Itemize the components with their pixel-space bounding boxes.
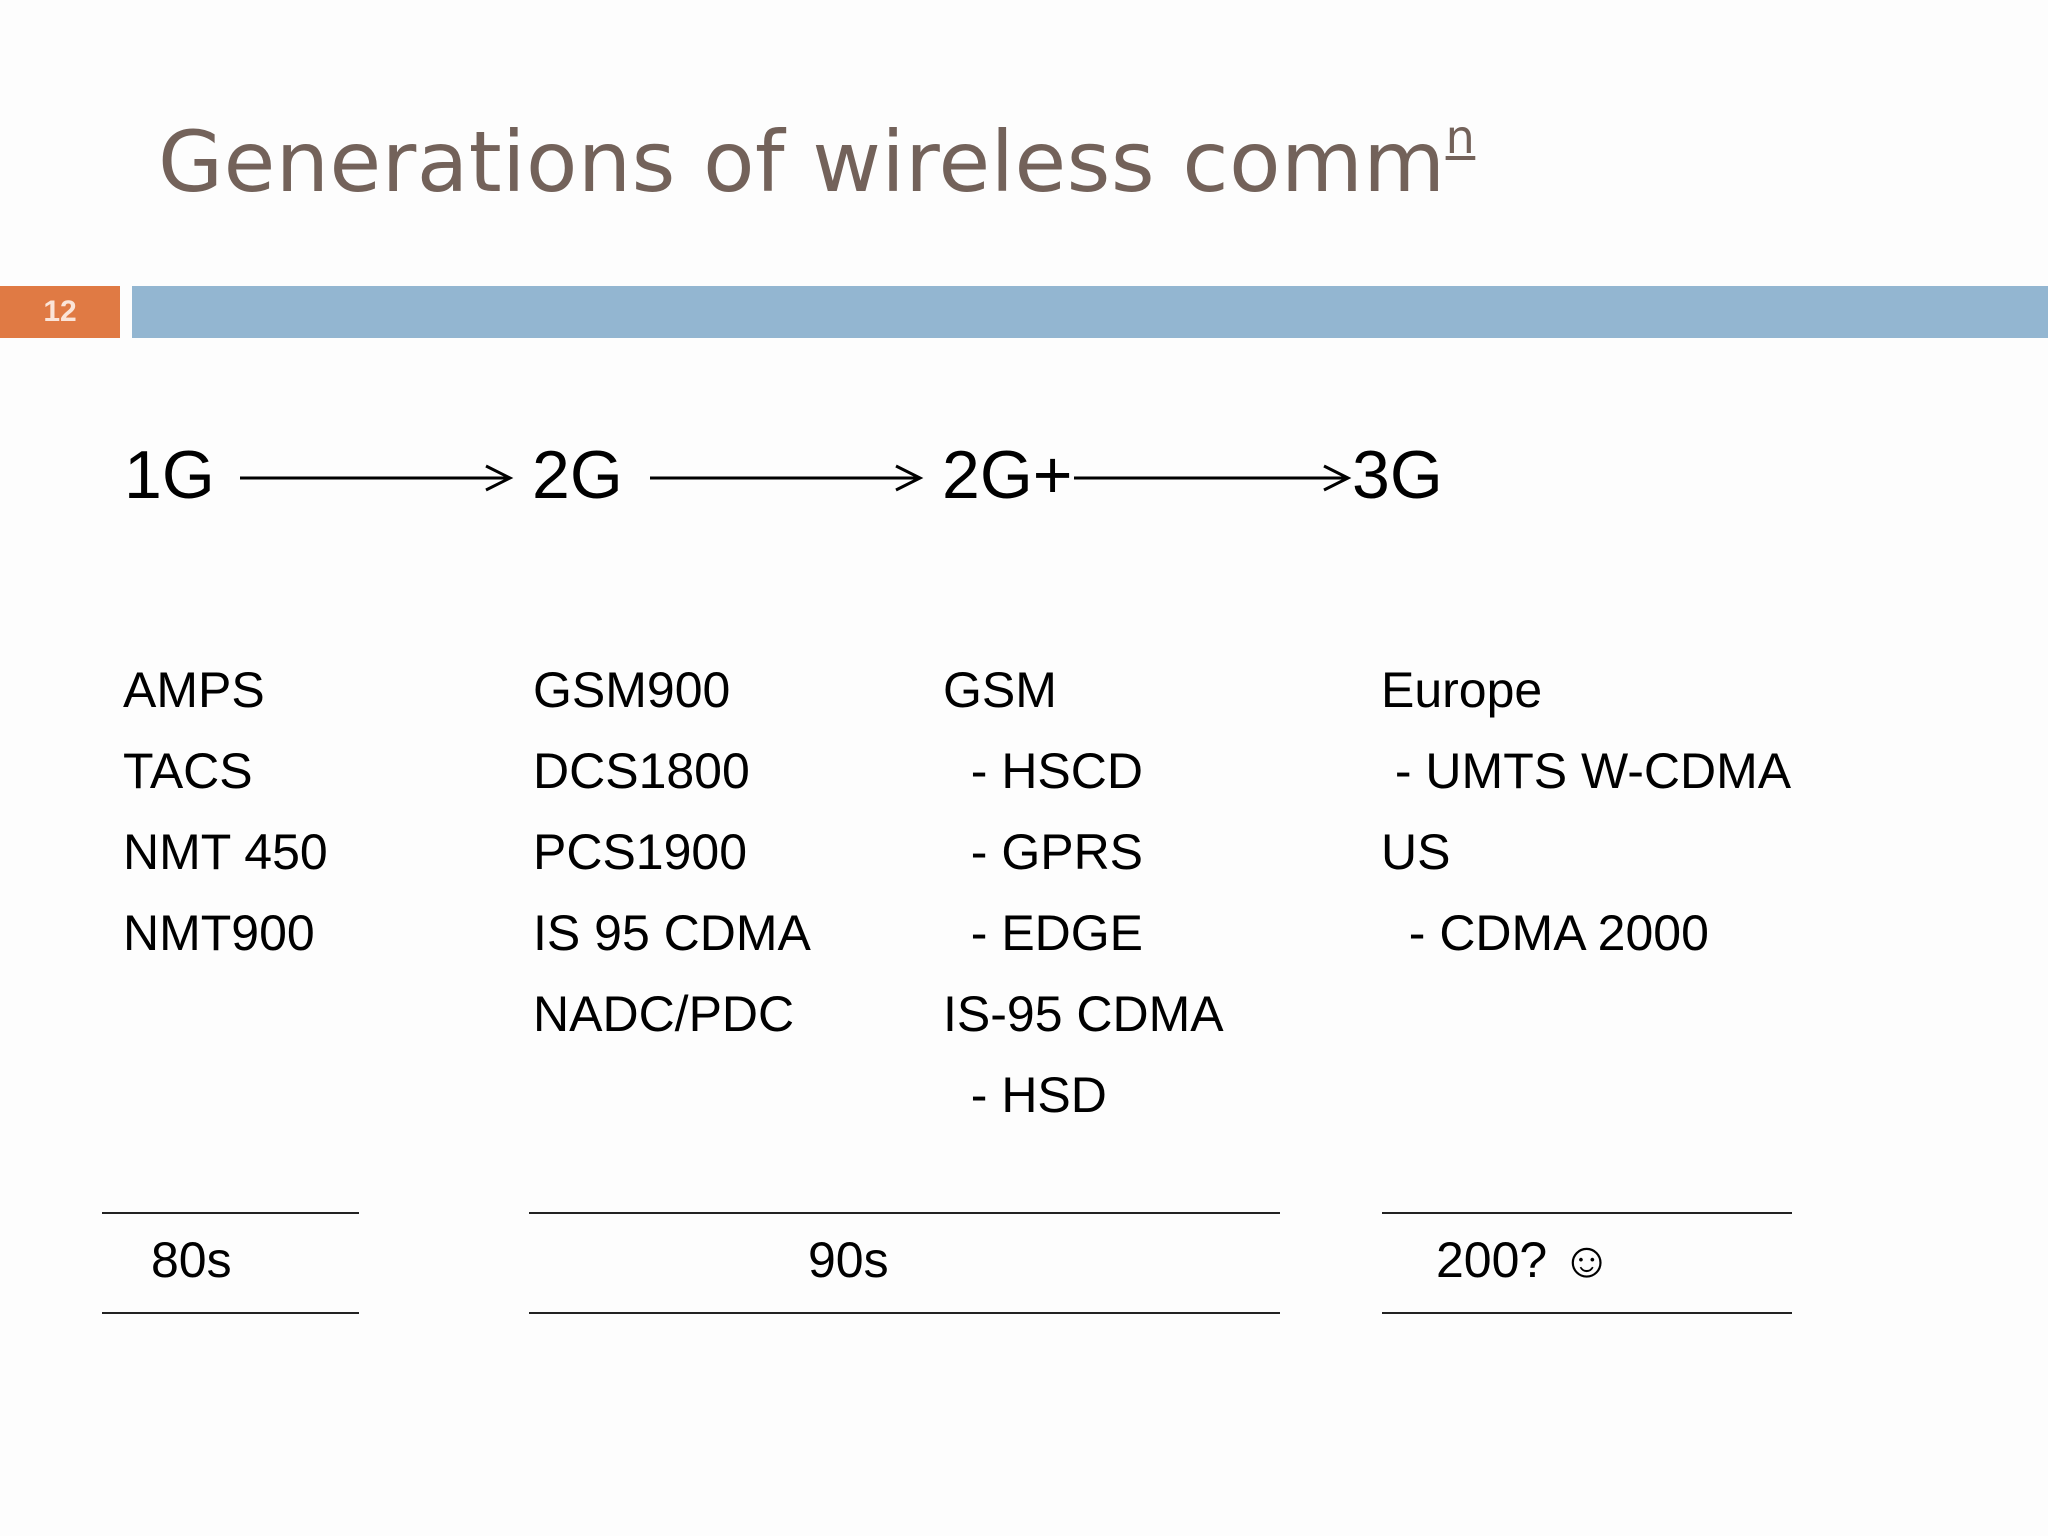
list-item: NADC/PDC [533, 986, 795, 1042]
arrow-1g-to-2g [240, 464, 514, 492]
period-80s: 80s [151, 1232, 232, 1288]
divider-line [102, 1312, 359, 1314]
column-2g: GSM900 DCS1800 PCS1900 IS 95 CDMA NADC/P… [533, 650, 811, 1055]
list-item: IS 95 CDMA [533, 905, 811, 961]
list-item: PCS1900 [533, 824, 748, 880]
list-item: - EDGE [943, 905, 1144, 961]
divider-line [102, 1212, 359, 1214]
generation-1g: 1G [124, 437, 215, 513]
generation-2g-plus: 2G+ [942, 437, 1073, 513]
period-90s: 90s [808, 1232, 889, 1288]
slide-title-text: Generations of wireless comm [158, 113, 1446, 211]
list-item: DCS1800 [533, 743, 750, 799]
column-3g: Europe - UMTS W-CDMA US - CDMA 2000 [1381, 650, 1791, 974]
generation-3g: 3G [1352, 437, 1443, 513]
list-item: GSM [943, 662, 1057, 718]
accent-bar [132, 286, 2048, 338]
slide-title: Generations of wireless commn [158, 110, 1475, 211]
column-2g-plus: GSM - HSCD - GPRS - EDGE IS-95 CDMA - HS… [943, 650, 1224, 1136]
list-item: NMT900 [123, 905, 315, 961]
list-item: - HSCD [943, 743, 1143, 799]
arrow-2g-to-2g-plus [650, 464, 924, 492]
divider-line [529, 1312, 1280, 1314]
list-item: AMPS [123, 662, 265, 718]
list-item: NMT 450 [123, 824, 328, 880]
generation-2g: 2G [532, 437, 623, 513]
list-item: IS-95 CDMA [943, 986, 1224, 1042]
list-item: - GPRS [943, 824, 1144, 880]
slide-title-superscript: n [1445, 110, 1476, 164]
list-item: Europe [1381, 662, 1543, 718]
period-2000s: 200? ☺ [1436, 1232, 1613, 1288]
column-1g: AMPS TACS NMT 450 NMT900 [123, 650, 328, 974]
divider-line [1382, 1212, 1792, 1214]
list-item: US [1381, 824, 1451, 880]
list-item: GSM900 [533, 662, 731, 718]
list-item: - HSD [943, 1067, 1107, 1123]
divider-line [529, 1212, 1280, 1214]
list-item: TACS [123, 743, 253, 799]
slide-number: 12 [0, 286, 120, 338]
divider-line [1382, 1312, 1792, 1314]
list-item: - CDMA 2000 [1381, 905, 1709, 961]
list-item: - UMTS W-CDMA [1381, 743, 1792, 799]
arrow-2g-plus-to-3g [1074, 464, 1352, 492]
